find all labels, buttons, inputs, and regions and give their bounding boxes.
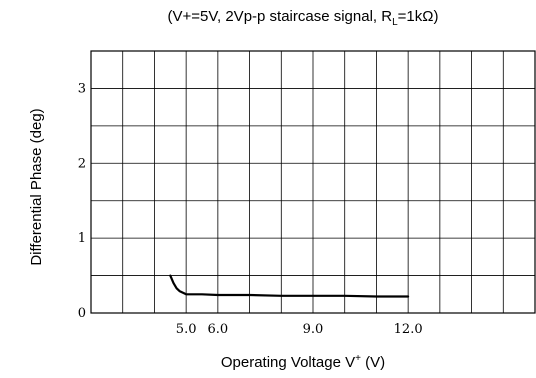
title-text-end: =1kΩ) bbox=[398, 8, 439, 25]
series-group bbox=[169, 274, 410, 298]
y-tick-label: 2 bbox=[78, 156, 86, 171]
title-text: (V+=5V, 2Vp-p staircase signal, R bbox=[168, 8, 393, 25]
x-axis-label: Operating Voltage V+ (V) bbox=[221, 353, 385, 371]
x-tick-label: 12.0 bbox=[394, 322, 423, 337]
y-tick-label: 3 bbox=[78, 81, 86, 96]
y-tick-label: 0 bbox=[78, 306, 86, 321]
x-axis-label-text: Operating Voltage V bbox=[221, 354, 355, 371]
x-tick-label: 6.0 bbox=[208, 322, 229, 337]
x-axis-label-superscript: + bbox=[355, 353, 361, 364]
y-axis-label: Differential Phase (deg) bbox=[28, 108, 45, 265]
x-tick-label: 9.0 bbox=[303, 322, 324, 337]
y-tick-labels: 0 1 2 3 bbox=[78, 81, 86, 321]
title-subscript: L bbox=[392, 17, 398, 28]
series-line bbox=[169, 274, 410, 298]
chart-title: (V+=5V, 2Vp-p staircase signal, RL=1kΩ) bbox=[168, 8, 439, 28]
x-tick-labels: 5.0 6.0 9.0 12.0 bbox=[176, 322, 423, 337]
plot-frame bbox=[90, 50, 536, 314]
x-tick-label: 5.0 bbox=[176, 322, 197, 337]
x-axis-label-unit: (V) bbox=[361, 354, 385, 371]
grid bbox=[91, 51, 535, 313]
y-tick-label: 1 bbox=[78, 231, 86, 246]
